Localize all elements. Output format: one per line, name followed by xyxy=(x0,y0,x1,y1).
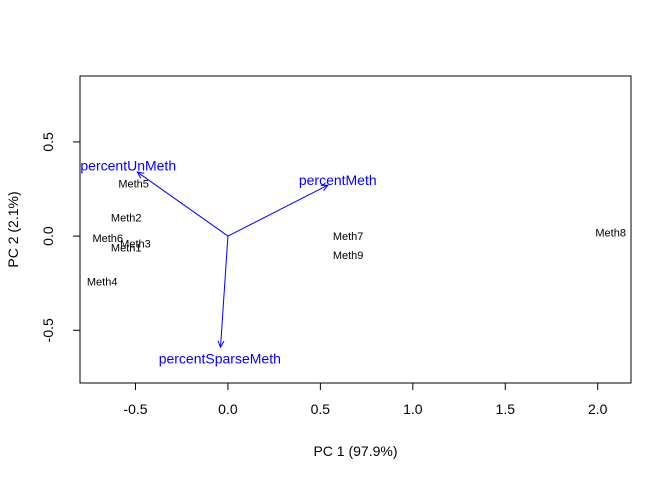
x-axis-title: PC 1 (97.9%) xyxy=(313,443,397,459)
loading-label: percentUnMeth xyxy=(80,158,176,174)
loading-arrow-percentSparseMeth: percentSparseMeth xyxy=(159,236,281,366)
loading-arrow-head xyxy=(136,171,145,179)
x-axis: -0.5 0.0 0.5 1.0 1.5 2.0 xyxy=(123,382,608,417)
x-tick-label: 0.0 xyxy=(218,401,238,417)
y-tick-label: 0.5 xyxy=(40,132,56,152)
point-label-Meth4: Meth4 xyxy=(87,276,118,288)
loading-arrow-line xyxy=(220,236,229,348)
loading-arrows: percentUnMeth percentMeth percentSparseMet… xyxy=(80,158,376,367)
point-label-Meth8: Meth8 xyxy=(595,227,626,239)
point-label-Meth6: Meth6 xyxy=(92,233,123,245)
loading-label: percentSparseMeth xyxy=(159,350,281,366)
y-axis: -0.5 0.0 0.5 xyxy=(40,132,81,342)
x-tick-label: -0.5 xyxy=(123,401,147,417)
point-label-Meth3: Meth3 xyxy=(120,239,151,251)
sample-points: Meth1 Meth2 Meth3 Meth4 Meth5 Meth6 Meth7 Meth8… xyxy=(87,178,626,288)
point-label-Meth2: Meth2 xyxy=(111,212,142,224)
point-label-Meth5: Meth5 xyxy=(118,178,149,190)
loading-arrow-head xyxy=(217,340,225,349)
y-tick-label: -0.5 xyxy=(40,318,56,342)
loading-label: percentMeth xyxy=(299,172,377,188)
loading-arrow-line xyxy=(227,184,328,237)
loading-arrow-line xyxy=(137,171,229,237)
loading-arrow-percentMeth: percentMeth xyxy=(227,172,377,237)
point-label-Meth7: Meth7 xyxy=(333,231,364,243)
x-tick-label: 1.0 xyxy=(403,401,423,417)
y-axis-title: PC 2 (2.1%) xyxy=(5,191,21,267)
x-tick-label: 2.0 xyxy=(588,401,608,417)
point-label-Meth9: Meth9 xyxy=(333,250,364,262)
loading-arrow-percentUnMeth: percentUnMeth xyxy=(80,158,229,237)
x-tick-label: 1.5 xyxy=(496,401,516,417)
x-tick-label: 0.5 xyxy=(311,401,331,417)
point-label-Meth1: Meth1 xyxy=(111,242,142,254)
loading-arrow-head xyxy=(320,184,329,192)
y-tick-label: 0.0 xyxy=(40,226,56,246)
